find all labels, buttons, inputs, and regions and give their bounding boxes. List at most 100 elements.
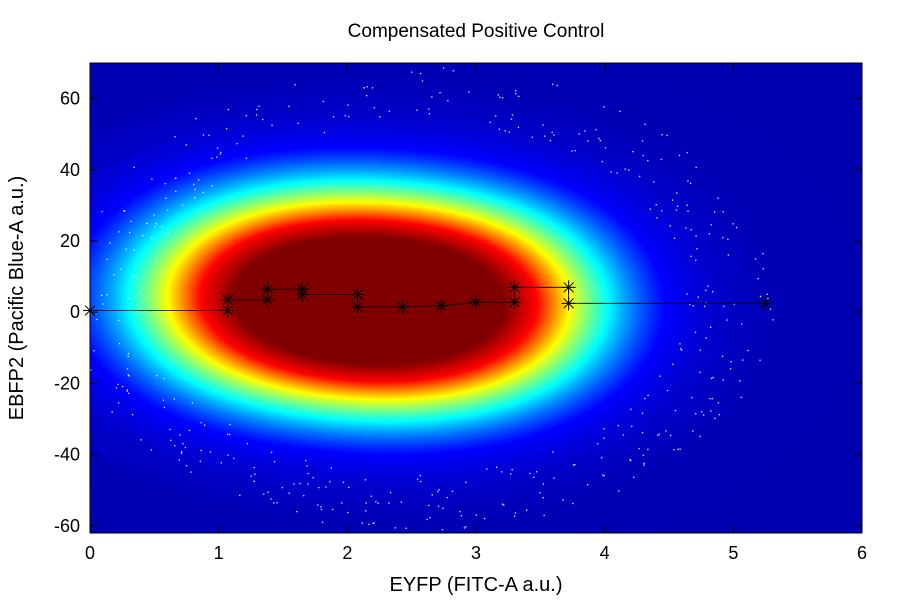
outlier-dot bbox=[601, 457, 603, 459]
outlier-dot bbox=[486, 468, 488, 470]
outlier-dot bbox=[647, 394, 649, 396]
data-point bbox=[220, 292, 235, 307]
data-point bbox=[295, 287, 310, 302]
outlier-dot bbox=[647, 160, 649, 162]
outlier-dot bbox=[601, 160, 603, 163]
data-point bbox=[220, 303, 235, 318]
outlier-dot bbox=[510, 118, 513, 120]
outlier-dot bbox=[126, 368, 129, 370]
outlier-dot bbox=[584, 130, 586, 132]
outlier-dot bbox=[151, 237, 153, 239]
outlier-dot bbox=[267, 491, 269, 493]
outlier-dot bbox=[727, 238, 729, 240]
outlier-dot bbox=[181, 451, 183, 453]
outlier-dot bbox=[130, 220, 132, 222]
outlier-dot bbox=[307, 472, 309, 475]
outlier-dot bbox=[303, 495, 305, 497]
outlier-dot bbox=[699, 349, 701, 351]
outlier-dot bbox=[161, 226, 163, 228]
outlier-dot bbox=[190, 471, 192, 473]
outlier-dot bbox=[676, 205, 679, 207]
outlier-dot bbox=[511, 114, 514, 116]
outlier-dot bbox=[379, 116, 381, 118]
outlier-dot bbox=[437, 505, 440, 507]
outlier-dot bbox=[254, 473, 256, 475]
outlier-dot bbox=[672, 363, 674, 365]
outlier-dot bbox=[643, 462, 645, 465]
outlier-dot bbox=[638, 447, 640, 450]
data-point bbox=[507, 295, 522, 310]
outlier-dot bbox=[184, 446, 186, 449]
outlier-dot bbox=[689, 303, 691, 306]
outlier-dot bbox=[306, 465, 308, 467]
outlier-dot bbox=[377, 502, 379, 504]
outlier-dot bbox=[465, 526, 467, 528]
outlier-dot bbox=[661, 134, 663, 136]
outlier-dot bbox=[242, 135, 244, 137]
outlier-dot bbox=[447, 100, 449, 102]
outlier-dot bbox=[211, 157, 213, 160]
outlier-dot bbox=[465, 481, 467, 483]
outlier-dot bbox=[256, 108, 258, 111]
outlier-dot bbox=[169, 428, 171, 431]
outlier-dot bbox=[475, 514, 477, 516]
outlier-dot bbox=[603, 437, 605, 439]
outlier-dot bbox=[147, 296, 149, 298]
outlier-dot bbox=[673, 237, 676, 239]
outlier-dot bbox=[587, 484, 589, 486]
outlier-dot bbox=[641, 140, 644, 142]
outlier-dot bbox=[120, 268, 122, 270]
outlier-dot bbox=[495, 115, 497, 117]
outlier-dot bbox=[723, 305, 725, 307]
outlier-dot bbox=[330, 467, 332, 469]
outlier-dot bbox=[394, 527, 396, 529]
outlier-dot bbox=[718, 414, 721, 416]
outlier-dot bbox=[670, 434, 672, 436]
outlier-dot bbox=[642, 454, 644, 456]
data-point bbox=[758, 296, 773, 311]
chart-title: Compensated Positive Control bbox=[348, 21, 605, 42]
outlier-dot bbox=[347, 511, 349, 514]
outlier-dot bbox=[597, 443, 599, 445]
outlier-dot bbox=[181, 204, 184, 206]
data-point bbox=[434, 298, 449, 313]
outlier-dot bbox=[680, 348, 682, 350]
outlier-dot bbox=[515, 90, 517, 92]
outlier-dot bbox=[459, 510, 461, 513]
series-layer bbox=[83, 280, 773, 318]
outlier-dot bbox=[705, 289, 707, 291]
outlier-dot bbox=[732, 223, 734, 225]
outlier-dot bbox=[658, 433, 660, 435]
outlier-dot bbox=[154, 226, 156, 228]
outlier-dot bbox=[740, 396, 742, 399]
outlier-dot bbox=[741, 323, 743, 325]
outlier-dot bbox=[762, 268, 764, 270]
outlier-dot bbox=[109, 242, 111, 244]
outlier-dot bbox=[173, 398, 175, 400]
outlier-dot bbox=[198, 179, 200, 181]
outlier-dot bbox=[416, 109, 418, 111]
outlier-dot bbox=[675, 209, 678, 211]
outlier-dot bbox=[644, 397, 646, 400]
outlier-dot bbox=[726, 319, 728, 321]
outlier-dot bbox=[599, 139, 601, 142]
outlier-dot bbox=[142, 234, 144, 237]
outlier-dot bbox=[556, 84, 558, 87]
outlier-dot bbox=[163, 377, 165, 380]
outlier-dot bbox=[136, 315, 139, 317]
outlier-dot bbox=[624, 168, 626, 170]
outlier-dot bbox=[117, 383, 119, 385]
outlier-dot bbox=[420, 480, 422, 483]
outlier-dot bbox=[321, 521, 324, 523]
outlier-dot bbox=[170, 439, 172, 441]
outlier-dot bbox=[710, 410, 712, 412]
outlier-dot bbox=[127, 353, 130, 355]
outlier-dot bbox=[722, 211, 724, 213]
x-tick-label: 6 bbox=[857, 543, 867, 563]
data-point bbox=[395, 299, 410, 314]
outlier-dot bbox=[595, 129, 597, 131]
outlier-dot bbox=[361, 522, 363, 524]
outlier-dot bbox=[332, 508, 334, 511]
data-point bbox=[469, 295, 483, 310]
outlier-dot bbox=[236, 143, 238, 145]
